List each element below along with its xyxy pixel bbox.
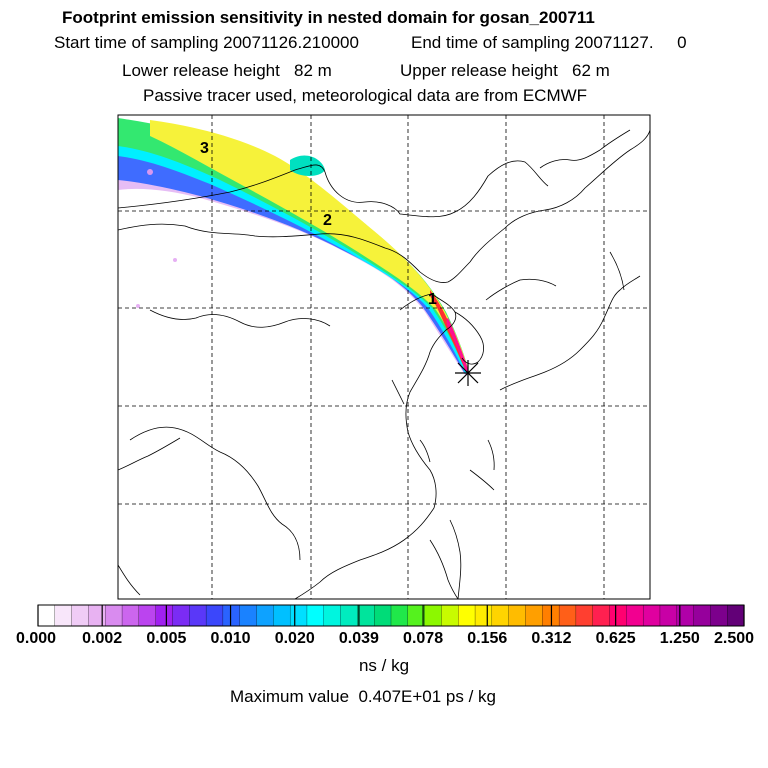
plume-speck <box>136 304 140 308</box>
colorbar-cell <box>710 604 728 627</box>
colorbar-cell <box>189 604 207 627</box>
plume-magenta-core <box>446 318 469 372</box>
colorbar-major-ticks <box>37 605 745 626</box>
colorbar-cells <box>37 604 745 627</box>
colorbar-cell <box>71 604 89 627</box>
colorbar-cell <box>508 604 527 627</box>
colorbar <box>37 604 745 627</box>
colorbar-cell <box>306 604 325 627</box>
colorbar-tick-label: 0.002 <box>82 630 123 647</box>
start-time-label: Start time of sampling 20071126.210000 <box>54 33 359 52</box>
colorbar-cell <box>172 604 190 627</box>
colorbar-cell <box>474 604 493 627</box>
plume-speck <box>147 169 153 175</box>
colorbar-cell <box>374 604 392 627</box>
colorbar-cell <box>37 604 56 627</box>
colorbar-cell <box>54 604 73 627</box>
colorbar-cell <box>340 604 358 627</box>
plume-marker-2: 2 <box>323 212 332 229</box>
colorbar-tick-label: 0.312 <box>531 630 572 647</box>
plume-marker-3: 3 <box>200 140 209 157</box>
gridlines <box>118 115 650 599</box>
passive-tracer-label: Passive tracer used, meteorological data… <box>143 86 588 105</box>
colorbar-cell <box>558 604 577 627</box>
colorbar-tick-label: 0.005 <box>146 630 187 647</box>
plume-outer-magenta <box>118 140 468 376</box>
colorbar-tick-label: 0.625 <box>595 630 636 647</box>
coastlines <box>118 129 650 599</box>
colorbar-cell <box>357 604 375 627</box>
colorbar-cell <box>458 604 476 627</box>
plot-title: Footprint emission sensitivity in nested… <box>62 8 595 27</box>
colorbar-tick-label: 1.250 <box>659 630 700 647</box>
colorbar-cell <box>609 604 627 627</box>
colorbar-cell <box>155 604 174 627</box>
upper-release-label: Upper release height 62 m <box>400 61 610 80</box>
colorbar-cell <box>626 604 644 627</box>
colorbar-cell <box>727 604 745 627</box>
colorbar-tick-label: 0.156 <box>467 630 508 647</box>
colorbar-cell <box>525 604 543 627</box>
colorbar-cell <box>239 604 258 627</box>
colorbar-cell <box>323 604 342 627</box>
plume-speck <box>173 258 177 262</box>
colorbar-cell <box>407 604 426 627</box>
colorbar-cell <box>289 604 308 627</box>
colorbar-units: ns / kg <box>358 656 410 675</box>
lower-release-label: Lower release height 82 m <box>122 61 332 80</box>
colorbar-cell <box>575 604 594 627</box>
colorbar-tick-label: 0.039 <box>338 630 379 647</box>
plume-layers <box>118 118 469 376</box>
colorbar-cell <box>659 604 678 627</box>
plume-marker-1: 1 <box>428 291 437 308</box>
colorbar-cell <box>121 604 140 627</box>
colorbar-cell <box>138 604 157 627</box>
colorbar-cell <box>491 604 510 627</box>
colorbar-cell <box>592 604 611 627</box>
colorbar-cell <box>273 604 291 627</box>
colorbar-tick-label: 0.010 <box>210 630 251 647</box>
map-frame <box>117 114 651 600</box>
colorbar-tick-label: 2.500 <box>713 630 755 647</box>
colorbar-cell <box>256 604 274 627</box>
end-time-label: End time of sampling 20071127. 0 <box>411 33 687 52</box>
plume-blue <box>118 138 468 374</box>
colorbar-cell <box>642 604 661 627</box>
colorbar-cell <box>424 604 442 627</box>
colorbar-cell <box>222 604 241 627</box>
colorbar-cell <box>205 604 224 627</box>
colorbar-cell <box>105 604 123 627</box>
receptor-star-icon <box>455 360 481 386</box>
colorbar-cell <box>693 604 711 627</box>
colorbar-cell <box>441 604 459 627</box>
colorbar-cell <box>88 604 106 627</box>
colorbar-tick-label: 0.078 <box>403 630 444 647</box>
plume-loop <box>290 155 325 176</box>
colorbar-tick-label: 0.000 <box>15 630 57 647</box>
plume-green <box>118 118 469 372</box>
colorbar-cell <box>390 604 409 627</box>
colorbar-tick-label: 0.020 <box>274 630 315 647</box>
maximum-value-label: Maximum value 0.407E+01 ps / kg <box>230 687 496 706</box>
plume-yellow <box>150 120 469 372</box>
